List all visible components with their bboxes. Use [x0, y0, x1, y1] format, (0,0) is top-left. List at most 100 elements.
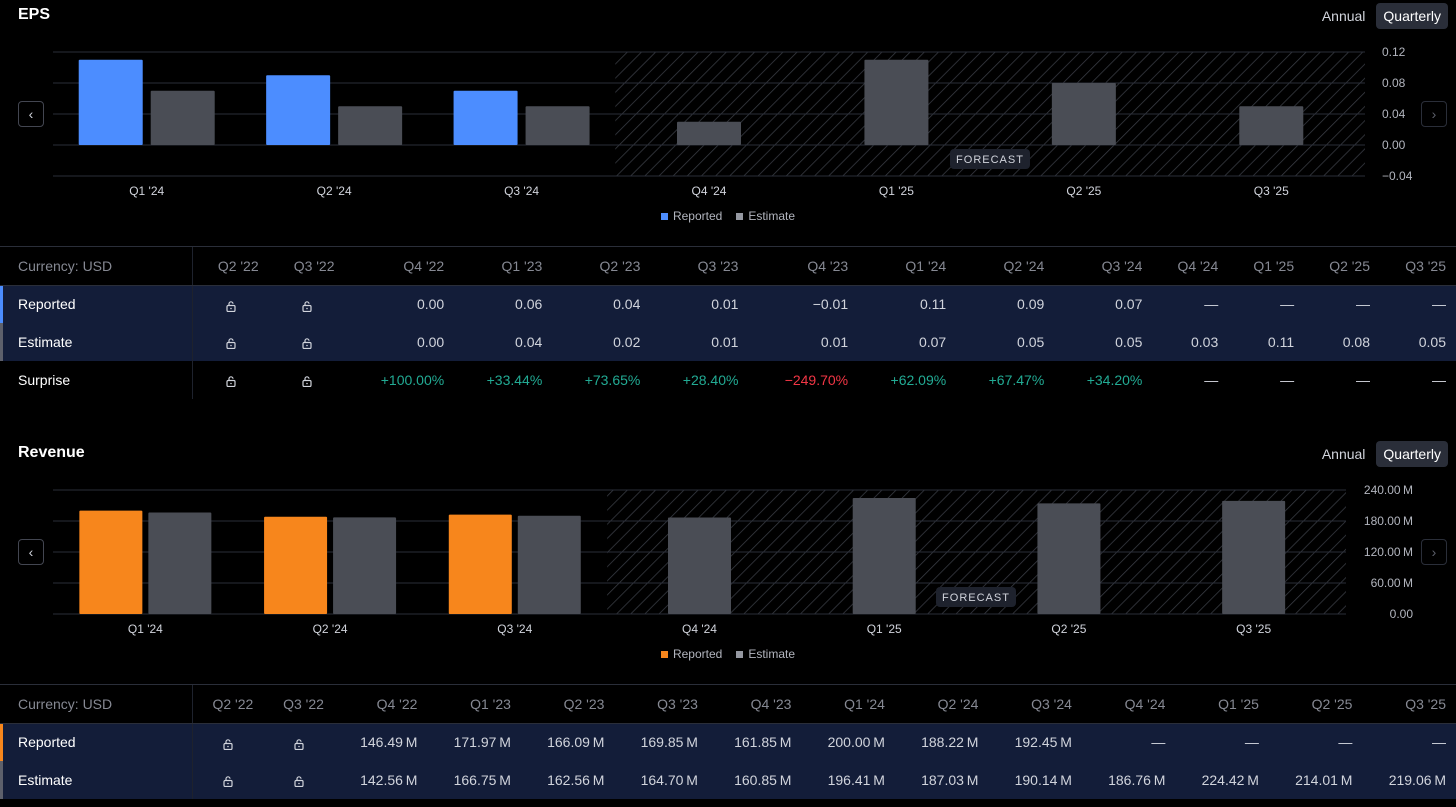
x-tick-label: Q1 '24 — [129, 184, 164, 198]
row-label: Reported — [0, 723, 193, 761]
revenue-quarterly-button[interactable]: Quarterly — [1376, 441, 1448, 467]
y-tick-label: 180.00 M — [1364, 514, 1413, 528]
eps-title: EPS — [18, 6, 51, 23]
table-cell: — — [1280, 372, 1295, 388]
bar-reported[interactable] — [264, 516, 328, 614]
bar-estimate[interactable] — [852, 498, 916, 614]
table-cell: 160.85 M — [707, 761, 802, 799]
table-cell: 187.03 M — [894, 761, 989, 799]
row-label: Surprise — [0, 361, 193, 399]
table-row: Estimate 0.00 0.04 0.02 0.01 0.01 0.07 0.05 0.05… — [0, 323, 1456, 361]
bar-estimate[interactable] — [1051, 83, 1116, 145]
lock-icon — [225, 338, 236, 350]
column-header: Q1 '25 — [1175, 685, 1269, 724]
locked-cell[interactable] — [192, 285, 269, 323]
locked-cell[interactable] — [192, 361, 269, 399]
bar-estimate[interactable] — [1037, 503, 1101, 614]
forecast-badge: FORECAST — [950, 149, 1030, 169]
column-header: Q2 '25 — [1304, 247, 1380, 286]
column-header: Q2 '22 — [192, 247, 269, 286]
column-header: Q1 '23 — [427, 685, 521, 724]
table-cell: 164.70 M — [614, 761, 708, 799]
bar-estimate[interactable] — [333, 517, 397, 614]
bar-reported[interactable] — [266, 75, 331, 145]
revenue-next-button[interactable]: › — [1421, 539, 1447, 565]
bar-estimate[interactable] — [1239, 106, 1304, 145]
bar-reported[interactable] — [78, 59, 143, 145]
x-tick-label: Q3 '25 — [1236, 622, 1271, 636]
table-cell: +34.20% — [1086, 372, 1143, 388]
legend-reported[interactable]: Reported — [660, 647, 722, 661]
x-tick-label: Q1 '24 — [128, 622, 163, 636]
table-cell: — — [1228, 285, 1305, 323]
table-cell: 214.01 M — [1268, 761, 1363, 799]
table-cell: +67.47% — [988, 372, 1045, 388]
locked-cell[interactable] — [268, 323, 345, 361]
table-cell: 0.09 — [956, 285, 1055, 323]
eps-section: EPS Annual Quarterly ‹ › 0.12 0.08 0.04 0.0… — [0, 0, 1456, 246]
bar-estimate[interactable] — [338, 106, 403, 145]
eps-next-button[interactable]: › — [1421, 101, 1447, 127]
table-cell: 169.85 M — [614, 723, 708, 761]
chevron-right-icon: › — [1431, 106, 1437, 122]
column-header: Q3 '23 — [650, 247, 749, 286]
bar-estimate[interactable] — [148, 512, 212, 614]
x-tick-label: Q1 '25 — [879, 184, 914, 198]
x-tick-label: Q3 '24 — [504, 184, 539, 198]
table-cell: 166.75 M — [427, 761, 521, 799]
table-cell: 0.05 — [1380, 323, 1456, 361]
eps-quarterly-button[interactable]: Quarterly — [1376, 3, 1448, 29]
bar-estimate[interactable] — [1222, 500, 1286, 614]
bar-estimate[interactable] — [525, 106, 590, 145]
table-cell: 196.41 M — [801, 761, 895, 799]
bar-reported[interactable] — [453, 90, 518, 145]
locked-cell[interactable] — [192, 761, 264, 799]
table-cell: — — [1152, 285, 1229, 323]
column-header: Q4 '24 — [1081, 685, 1176, 724]
legend-estimate[interactable]: Estimate — [736, 209, 795, 223]
x-tick-label: Q4 '24 — [682, 622, 717, 636]
locked-cell[interactable] — [192, 323, 269, 361]
table-cell: 0.11 — [1228, 323, 1305, 361]
row-label: Estimate — [0, 323, 193, 361]
column-header: Q1 '23 — [454, 247, 553, 286]
column-header: Q3 '22 — [263, 685, 334, 724]
table-cell: 192.45 M — [988, 723, 1082, 761]
locked-cell[interactable] — [263, 761, 334, 799]
currency-label: Currency: USD — [0, 685, 193, 724]
bar-reported[interactable] — [79, 510, 143, 614]
locked-cell[interactable] — [269, 361, 345, 399]
legend-estimate[interactable]: Estimate — [736, 647, 795, 661]
eps-prev-button[interactable]: ‹ — [18, 101, 44, 127]
chevron-left-icon: ‹ — [28, 106, 34, 122]
eps-annual-button[interactable]: Annual — [1321, 8, 1366, 24]
locked-cell[interactable] — [192, 723, 264, 761]
eps-legend: Reported Estimate — [0, 209, 1456, 223]
bar-estimate[interactable] — [150, 90, 215, 145]
x-tick-label: Q2 '25 — [1066, 184, 1101, 198]
table-cell: +100.00% — [380, 372, 445, 388]
revenue-prev-button[interactable]: ‹ — [18, 539, 44, 565]
y-tick-label: 120.00 M — [1364, 545, 1413, 559]
locked-cell[interactable] — [268, 285, 345, 323]
lock-icon — [301, 338, 312, 350]
bar-reported[interactable] — [448, 514, 512, 614]
table-cell: 161.85 M — [707, 723, 802, 761]
table-cell: +33.44% — [486, 372, 543, 388]
table-cell: 0.04 — [552, 285, 651, 323]
column-header: Q2 '25 — [1268, 685, 1363, 724]
table-cell: 0.00 — [344, 323, 455, 361]
revenue-annual-button[interactable]: Annual — [1321, 446, 1366, 462]
legend-reported[interactable]: Reported — [660, 209, 722, 223]
table-cell: 219.06 M — [1362, 761, 1456, 799]
bar-estimate[interactable] — [668, 517, 731, 614]
lock-icon — [301, 376, 312, 388]
table-cell: 0.03 — [1152, 323, 1229, 361]
locked-cell[interactable] — [263, 723, 334, 761]
y-tick-label: 0.08 — [1382, 76, 1406, 90]
table-cell: 0.01 — [650, 285, 749, 323]
lock-icon — [301, 300, 312, 312]
bar-estimate[interactable] — [517, 515, 581, 614]
bar-estimate[interactable] — [864, 59, 929, 145]
bar-estimate[interactable] — [677, 121, 741, 145]
